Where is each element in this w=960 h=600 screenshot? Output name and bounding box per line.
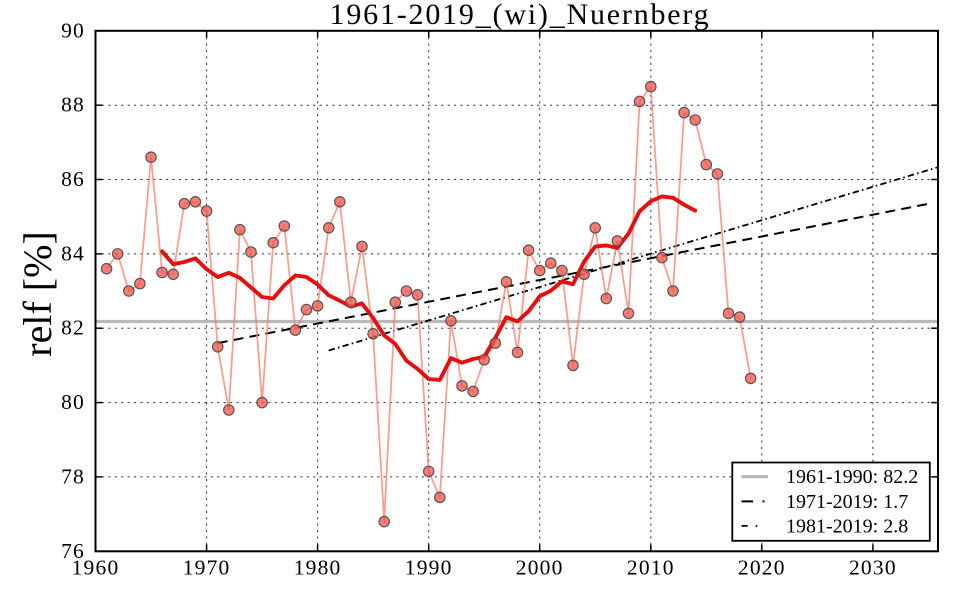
svg-text:1961-2019_(wi)_Nuernberg: 1961-2019_(wi)_Nuernberg (330, 0, 711, 31)
svg-text:1971-2019: 1.7: 1971-2019: 1.7 (786, 491, 908, 513)
svg-text:2000: 2000 (516, 556, 564, 580)
svg-text:relf [%]: relf [%] (15, 231, 60, 356)
svg-text:2010: 2010 (627, 556, 675, 580)
svg-text:90: 90 (61, 18, 85, 42)
svg-text:86: 86 (61, 167, 85, 191)
svg-text:78: 78 (61, 464, 85, 488)
svg-text:2030: 2030 (849, 556, 897, 580)
svg-text:1980: 1980 (294, 556, 342, 580)
svg-text:1990: 1990 (405, 556, 453, 580)
svg-text:80: 80 (61, 390, 85, 414)
svg-text:1960: 1960 (72, 556, 120, 580)
svg-text:1970: 1970 (183, 556, 231, 580)
svg-text:84: 84 (61, 241, 85, 265)
svg-text:82: 82 (61, 316, 85, 340)
svg-text:1961-1990: 82.2: 1961-1990: 82.2 (786, 466, 918, 488)
svg-text:2020: 2020 (738, 556, 786, 580)
svg-text:76: 76 (61, 539, 85, 563)
svg-text:88: 88 (61, 93, 85, 117)
svg-text:1981-2019: 2.8: 1981-2019: 2.8 (786, 515, 908, 537)
